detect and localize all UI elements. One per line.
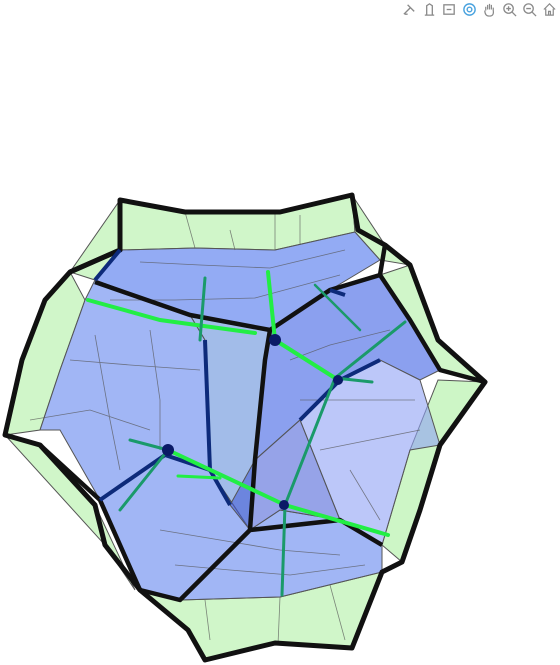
path-segment [86, 298, 257, 335]
modebar-toolbar [399, 0, 560, 18]
vertex-nodes [162, 334, 343, 510]
path-segment [128, 438, 170, 452]
inner-edges [38, 244, 486, 603]
vertex-node [162, 444, 174, 456]
path-segment [280, 503, 287, 597]
hand-pan-icon[interactable] [480, 0, 499, 18]
path-segment [176, 474, 222, 480]
zoom-icon[interactable] [400, 0, 419, 18]
path-segment [283, 376, 337, 507]
vertex-node [269, 334, 281, 346]
path-segment [166, 448, 287, 507]
path-segment [198, 276, 207, 342]
vertex-node [279, 500, 289, 510]
green-path-network [86, 270, 407, 597]
zoom-in-icon[interactable] [440, 0, 459, 18]
magnify-plus-icon[interactable] [500, 0, 519, 18]
path-segment [266, 270, 277, 342]
path-segment [118, 448, 170, 512]
path-segment [333, 320, 407, 380]
orbit-icon[interactable] [460, 0, 479, 18]
grid-lines [29, 211, 421, 646]
magnify-minus-icon[interactable] [520, 0, 539, 18]
path-segment [313, 283, 362, 332]
vertex-node [333, 375, 343, 385]
outer-face-right-top [351, 194, 412, 266]
home-icon[interactable] [540, 0, 559, 18]
pan-icon[interactable] [420, 0, 439, 18]
path-segment [283, 503, 390, 537]
path-segment [273, 338, 337, 380]
